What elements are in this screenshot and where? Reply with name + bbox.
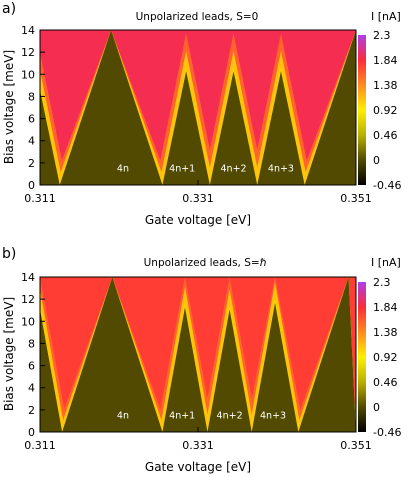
colorbar-tick-label: 0.46 xyxy=(373,129,398,142)
colorbar-ticks: 2.3 1.84 1.38 0.92 0.46 0 -0.46 xyxy=(373,29,401,192)
x-tick-label: 0.331 xyxy=(182,439,214,452)
colorbar-gradient xyxy=(358,35,366,185)
chart-title: Unpolarized leads, S=0 xyxy=(136,11,259,23)
y-tick-label: 8 xyxy=(28,337,35,350)
y-tick-label: 6 xyxy=(28,360,35,373)
x-tick-label: 0.351 xyxy=(340,439,372,452)
panel-a: a) Unpolarized leads, S=0 0 2 4 6 8 10 1… xyxy=(2,1,401,227)
x-axis-ticks: 0.311 0.331 0.351 xyxy=(24,192,372,205)
y-tick-label: 2 xyxy=(28,404,35,417)
blockade-diamond xyxy=(209,71,258,185)
colorbar-label: I [nA] xyxy=(371,256,401,269)
colorbar-tick-label: -0.46 xyxy=(373,179,401,192)
colorbar-tick-label: 0.92 xyxy=(373,351,398,364)
blockade-diamond xyxy=(251,302,299,432)
y-tick-label: 4 xyxy=(28,382,35,395)
y-axis-label: Bias voltage [meV] xyxy=(2,297,16,411)
blockade-diamond xyxy=(59,30,163,185)
y-tick-label: 14 xyxy=(21,24,35,37)
x-tick-label: 0.351 xyxy=(340,192,372,205)
blockade-diamond xyxy=(257,71,305,185)
blockade-diamond xyxy=(40,90,60,185)
region-label: 4n+3 xyxy=(268,164,294,175)
blockade-diamond xyxy=(304,30,356,185)
colorbar-tick-label: 1.84 xyxy=(373,54,398,67)
region-label: 4n xyxy=(117,411,129,422)
y-tick-label: 12 xyxy=(21,46,35,59)
region-labels: 4n 4n+1 4n+2 4n+3 xyxy=(117,411,286,422)
y-tick-label: 14 xyxy=(21,271,35,284)
blockade-diamond xyxy=(40,309,63,432)
region-label: 4n+1 xyxy=(169,164,195,175)
blockade-diamond xyxy=(207,309,252,432)
region-label: 4n+2 xyxy=(217,411,243,422)
plot-frame xyxy=(39,276,357,433)
y-tick-label: 0 xyxy=(28,179,35,192)
region-label: 4n xyxy=(117,164,129,175)
colorbar: I [nA] 2.3 1.84 1.38 0.92 0.46 0 -0.46 xyxy=(358,256,401,439)
chart-title: Unpolarized leads, S=ℏ xyxy=(144,257,267,269)
x-axis-label: Gate voltage [eV] xyxy=(145,213,251,227)
heatmap-plot xyxy=(39,29,357,186)
x-tick-label: 0.311 xyxy=(24,192,56,205)
blockade-diamond xyxy=(162,71,210,185)
y-tick-label: 0 xyxy=(28,426,35,439)
region-label: 4n+2 xyxy=(221,164,247,175)
y-tick-label: 12 xyxy=(21,293,35,306)
colorbar-tick-label: 1.84 xyxy=(373,301,398,314)
y-axis-label: Bias voltage [meV] xyxy=(2,50,16,164)
colorbar-tick-label: 2.3 xyxy=(373,276,391,289)
region-labels: 4n 4n+1 4n+2 4n+3 xyxy=(117,164,294,175)
blockade-diamond xyxy=(62,277,163,432)
colorbar-tick-label: 1.38 xyxy=(373,79,398,92)
y-tick-label: 10 xyxy=(21,315,35,328)
y-tick-label: 6 xyxy=(28,113,35,126)
y-axis-ticks: 0 2 4 6 8 10 12 14 xyxy=(21,271,35,439)
blockade-diamond xyxy=(298,277,356,432)
panel-b: b) Unpolarized leads, S=ℏ 0 2 4 6 8 10 1… xyxy=(2,246,401,474)
y-tick-label: 4 xyxy=(28,135,35,148)
x-tick-label: 0.331 xyxy=(182,192,214,205)
region-label: 4n+1 xyxy=(169,411,195,422)
colorbar-gradient xyxy=(358,282,366,432)
y-tick-label: 10 xyxy=(21,68,35,81)
y-tick-label: 2 xyxy=(28,157,35,170)
colorbar-tick-label: 1.38 xyxy=(373,326,398,339)
y-axis-ticks: 0 2 4 6 8 10 12 14 xyxy=(21,24,35,192)
blockade-diamond xyxy=(162,307,208,432)
colorbar-label: I [nA] xyxy=(371,10,401,23)
y-tick-label: 8 xyxy=(28,90,35,103)
colorbar-tick-label: 0.92 xyxy=(373,104,398,117)
x-tick-label: 0.311 xyxy=(24,439,56,452)
panel-label: a) xyxy=(2,1,16,17)
colorbar-tick-label: 0 xyxy=(373,154,380,167)
colorbar: I [nA] 2.3 1.84 1.38 0.92 0.46 0 -0.46 xyxy=(358,10,401,192)
heatmap-plot xyxy=(39,276,357,433)
plot-frame xyxy=(39,29,357,186)
x-axis-label: Gate voltage [eV] xyxy=(145,460,251,474)
x-axis-ticks: 0.311 0.331 0.351 xyxy=(24,439,372,452)
colorbar-ticks: 2.3 1.84 1.38 0.92 0.46 0 -0.46 xyxy=(373,276,401,439)
colorbar-tick-label: 2.3 xyxy=(373,29,391,42)
panel-label: b) xyxy=(2,246,16,262)
colorbar-tick-label: 0 xyxy=(373,401,380,414)
colorbar-tick-label: 0.46 xyxy=(373,376,398,389)
region-label: 4n+3 xyxy=(260,411,286,422)
colorbar-tick-label: -0.46 xyxy=(373,426,401,439)
